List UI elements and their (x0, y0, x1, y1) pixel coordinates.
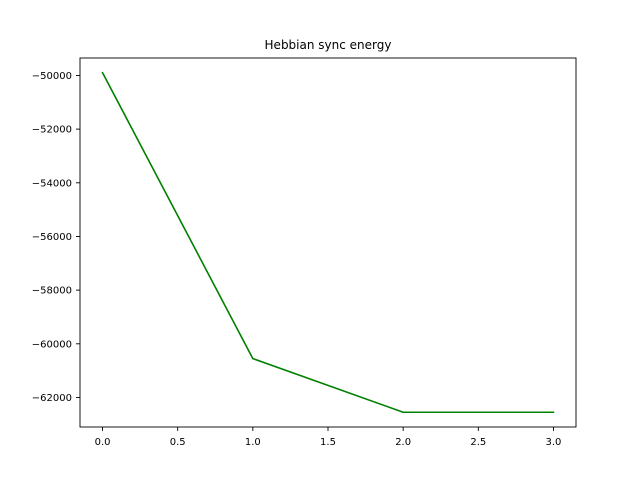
y-tick-label: −58000 (32, 286, 72, 297)
x-tick-label: 2.5 (470, 437, 486, 448)
y-axis: −50000 −52000 −54000 −56000 −58000 −60000 −620… (32, 71, 80, 404)
plot-frame (79, 57, 577, 428)
y-tick-label: −60000 (32, 339, 72, 350)
y-tick-label: −50000 (32, 71, 72, 82)
y-tick-label: −62000 (32, 393, 72, 404)
x-tick-label: 1.0 (245, 437, 261, 448)
x-tick-label: 0.0 (95, 437, 111, 448)
chart-title: Hebbian sync energy (265, 38, 392, 52)
plot-area (79, 57, 577, 428)
x-tick-label: 2.0 (395, 437, 411, 448)
x-axis: 0.0 0.5 1.0 1.5 2.0 2.5 3.0 (95, 427, 562, 448)
x-tick-label: 1.5 (320, 437, 336, 448)
y-tick-label: −56000 (32, 232, 72, 243)
x-tick-label: 3.0 (546, 437, 562, 448)
series-line-0 (101, 71, 555, 414)
x-tick-label: 0.5 (170, 437, 186, 448)
y-tick-label: −54000 (32, 178, 72, 189)
y-tick-label: −52000 (32, 125, 72, 136)
